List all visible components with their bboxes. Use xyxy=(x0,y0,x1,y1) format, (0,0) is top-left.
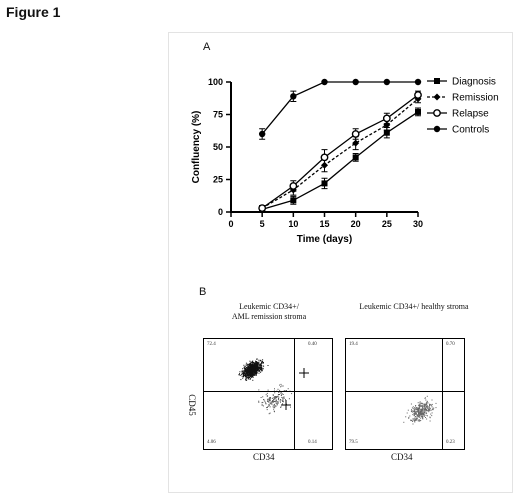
figure-title: Figure 1 xyxy=(6,4,61,20)
remission-legend-marker xyxy=(433,93,441,101)
diagnosis-point xyxy=(321,180,328,187)
controls-point xyxy=(414,78,422,86)
panel-a-label: A xyxy=(203,41,211,53)
right-plot-title: Leukemic CD34+/ healthy stroma xyxy=(359,302,469,311)
left-quad-ur: 0.40 xyxy=(308,342,317,347)
relapse-point xyxy=(320,153,329,162)
y-tick-label: 75 xyxy=(213,110,223,120)
x-tick-label: 5 xyxy=(260,219,265,229)
right-quad-ul: 19.4 xyxy=(349,342,358,347)
right-plot-xlabel: CD34 xyxy=(391,452,413,462)
left-sparse-cluster xyxy=(258,383,293,415)
diagnosis-legend-label: Diagnosis xyxy=(452,77,496,88)
x-axis-title: Time (days) xyxy=(297,234,352,245)
right-diffuse-cluster xyxy=(403,395,437,425)
x-tick-label: 20 xyxy=(351,219,361,229)
left-plot-title-line2: AML remission stroma xyxy=(231,312,307,321)
y-tick-label: 25 xyxy=(213,175,223,185)
y-tick-label: 50 xyxy=(213,142,223,152)
right-quad-ll: 79.5 xyxy=(349,440,358,445)
controls-point xyxy=(352,78,359,86)
x-tick-label: 0 xyxy=(228,219,233,229)
gate-cross-marker xyxy=(281,400,291,410)
diagnosis-series-line xyxy=(261,111,419,211)
y-tick-label: 0 xyxy=(218,207,223,217)
diagnosis-point xyxy=(290,197,297,204)
panel-b: B Leukemic CD34+/ AML remission stroma L… xyxy=(168,282,513,493)
y-axis-title: Confluency (%) xyxy=(191,111,202,184)
remission-legend-label: Remission xyxy=(452,93,499,104)
relapse-point xyxy=(258,204,267,213)
right-vertical-gate xyxy=(442,339,443,449)
relapse-legend-label: Relapse xyxy=(452,109,489,120)
diagnosis-point xyxy=(352,154,359,161)
left-plot-title-line1: Leukemic CD34+/ xyxy=(239,302,299,311)
left-vertical-gate xyxy=(294,339,295,449)
x-tick-label: 15 xyxy=(319,219,329,229)
x-tick-label: 30 xyxy=(413,219,423,229)
relapse-series-line xyxy=(261,94,419,209)
panel-a: A 0 5 10 15 20 25 30 0 25 50 75 100 Time (days) Confl… xyxy=(168,32,513,284)
diagnosis-point xyxy=(415,108,421,115)
relapse-point xyxy=(414,91,422,99)
axis-lines xyxy=(230,82,418,213)
left-dense-cluster xyxy=(238,358,269,381)
right-quad-lr: 0.23 xyxy=(446,440,455,445)
relapse-point xyxy=(382,114,391,123)
right-dot-plot: 19.4 0.70 79.5 0.23 xyxy=(345,338,465,450)
left-quad-ul: 72.4 xyxy=(207,342,216,347)
x-tick-label: 10 xyxy=(288,219,298,229)
relapse-point xyxy=(289,182,298,190)
controls-point xyxy=(321,78,328,86)
left-plot-title: Leukemic CD34+/ AML remission stroma xyxy=(213,302,325,322)
left-plot-ylabel: CD45 xyxy=(186,394,197,416)
left-quad-ll: 4.06 xyxy=(207,440,216,445)
gate-cross-marker xyxy=(299,368,309,378)
remission-series-line xyxy=(261,98,419,209)
diagnosis-legend-marker xyxy=(434,78,440,84)
right-horizontal-gate xyxy=(346,391,464,392)
controls-legend-marker xyxy=(433,125,441,133)
left-plot-xlabel: CD34 xyxy=(253,452,275,462)
controls-series-line xyxy=(261,81,418,135)
confluency-line-chart: 0 5 10 15 20 25 30 0 25 50 75 100 Time (days) Conflue… xyxy=(191,77,499,246)
x-tick-label: 25 xyxy=(382,219,392,229)
right-quad-ur: 0.70 xyxy=(446,342,455,347)
relapse-point xyxy=(351,130,360,138)
right-dot-scatter xyxy=(403,395,437,425)
left-dot-plot: 72.4 0.40 4.06 0.14 xyxy=(203,338,333,450)
panel-b-label: B xyxy=(199,286,207,298)
diagnosis-point xyxy=(383,129,390,136)
remission-point xyxy=(352,139,360,147)
left-horizontal-gate xyxy=(204,391,332,392)
controls-point xyxy=(258,130,266,138)
left-quad-lr: 0.14 xyxy=(308,440,317,445)
controls-legend-label: Controls xyxy=(452,125,489,136)
relapse-legend-marker xyxy=(433,109,441,117)
left-dot-scatter xyxy=(238,358,309,415)
controls-point xyxy=(383,78,391,86)
y-tick-label: 100 xyxy=(208,77,223,87)
controls-point xyxy=(290,93,297,100)
